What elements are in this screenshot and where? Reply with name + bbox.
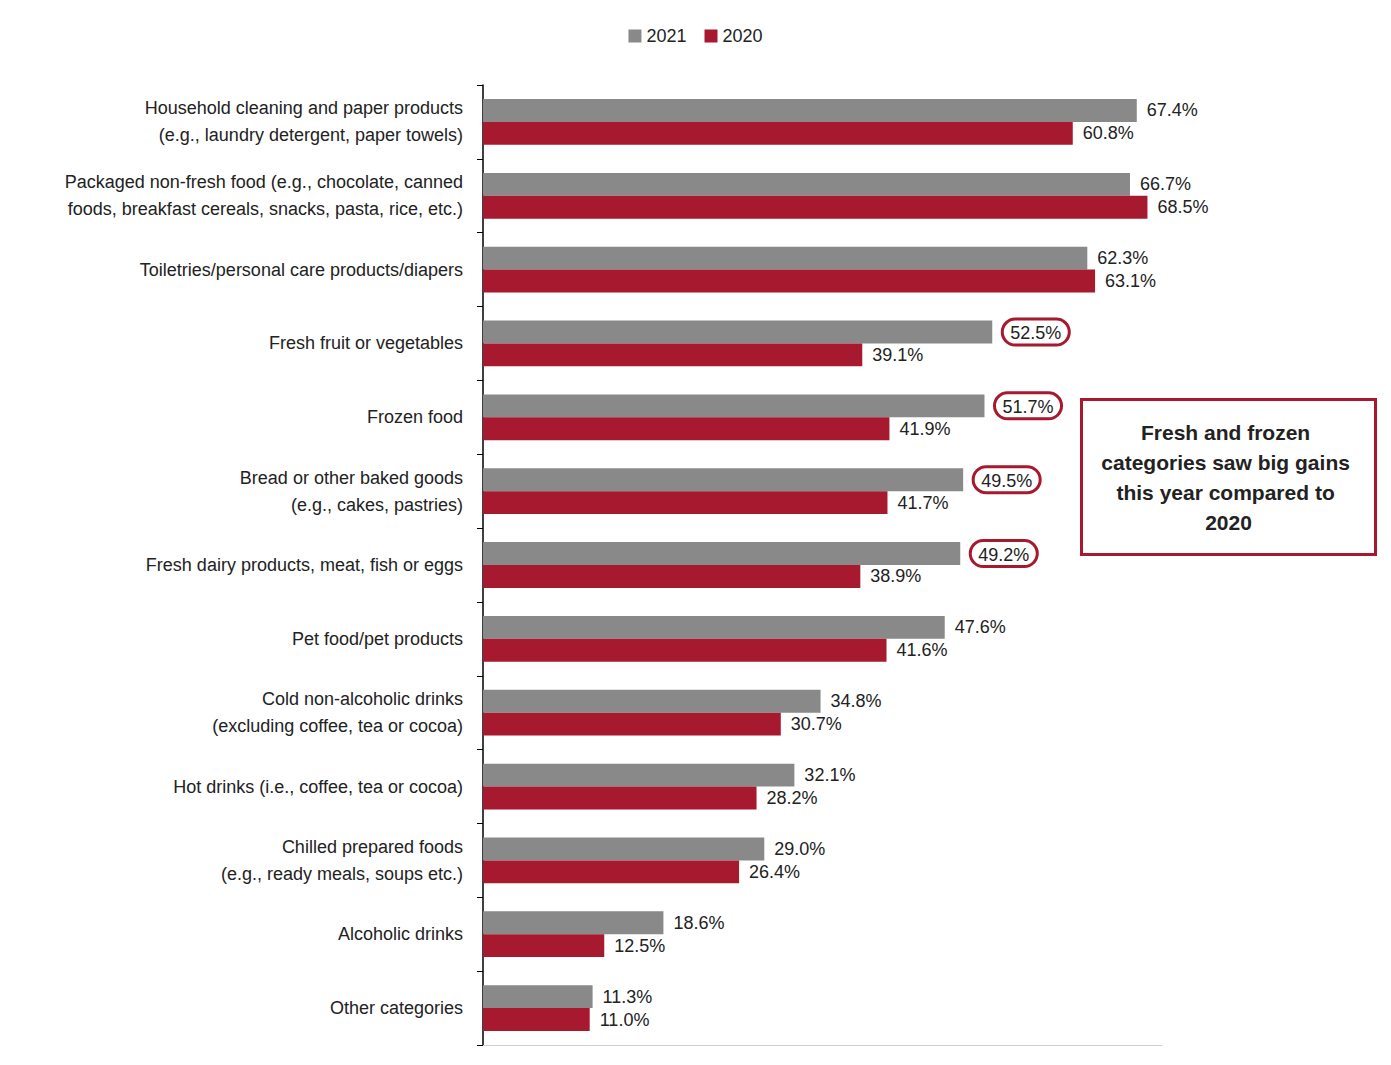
svg-text:this year compared to: this year compared to	[1116, 481, 1340, 504]
svg-text:foods, breakfast cereals, snac: foods, breakfast cereals, snacks, pasta,…	[68, 199, 463, 219]
svg-text:Hot drinks (i.e., coffee, tea: Hot drinks (i.e., coffee, tea or cocoa)	[173, 777, 463, 797]
svg-text:Toiletries/personal care produ: Toiletries/personal care products/diaper…	[140, 260, 463, 280]
svg-text:29.0%: 29.0%	[774, 839, 825, 859]
svg-text:60.8%: 60.8%	[1083, 123, 1134, 143]
svg-text:47.6%: 47.6%	[955, 617, 1006, 637]
svg-text:41.6%: 41.6%	[897, 640, 948, 660]
svg-text:32.1%: 32.1%	[804, 765, 855, 785]
svg-text:2020: 2020	[1205, 511, 1252, 534]
svg-text:categories saw big gains: categories saw big gains	[1101, 451, 1355, 474]
svg-text:62.3%: 62.3%	[1097, 248, 1148, 268]
svg-text:2020: 2020	[723, 26, 763, 46]
svg-text:63.1%: 63.1%	[1105, 271, 1156, 291]
svg-text:Fresh fruit or vegetables: Fresh fruit or vegetables	[269, 333, 463, 353]
svg-text:2021: 2021	[646, 26, 686, 46]
svg-text:(e.g., cakes, pastries): (e.g., cakes, pastries)	[291, 495, 463, 515]
svg-text:49.5%: 49.5%	[981, 471, 1032, 491]
svg-text:68.5%: 68.5%	[1157, 197, 1208, 217]
svg-text:11.0%: 11.0%	[600, 1010, 650, 1030]
svg-text:Cold non-alcoholic drinks: Cold non-alcoholic drinks	[262, 689, 463, 709]
svg-text:Chilled prepared foods: Chilled prepared foods	[282, 837, 463, 857]
svg-text:Pet food/pet products: Pet food/pet products	[292, 629, 463, 649]
svg-text:28.2%: 28.2%	[767, 788, 818, 808]
svg-text:(e.g., ready meals, soups etc.: (e.g., ready meals, soups etc.)	[221, 864, 463, 884]
svg-text:38.9%: 38.9%	[870, 566, 921, 586]
svg-text:(e.g., laundry detergent, pape: (e.g., laundry detergent, paper towels)	[159, 125, 463, 145]
svg-text:41.9%: 41.9%	[899, 419, 950, 439]
svg-text:Fresh dairy products, meat, fi: Fresh dairy products, meat, fish or eggs	[146, 555, 463, 575]
svg-text:18.6%: 18.6%	[673, 913, 724, 933]
svg-text:(excluding coffee, tea or coco: (excluding coffee, tea or cocoa)	[212, 716, 463, 736]
svg-text:26.4%: 26.4%	[749, 862, 800, 882]
svg-text:52.5%: 52.5%	[1010, 323, 1061, 343]
svg-text:Alcoholic drinks: Alcoholic drinks	[338, 924, 463, 944]
svg-text:Other categories: Other categories	[330, 998, 463, 1018]
svg-text:Household cleaning and paper p: Household cleaning and paper products	[145, 98, 463, 118]
svg-text:Bread or other baked goods: Bread or other baked goods	[240, 468, 463, 488]
svg-text:49.2%: 49.2%	[978, 545, 1029, 565]
svg-text:51.7%: 51.7%	[1002, 397, 1053, 417]
svg-text:41.7%: 41.7%	[897, 493, 948, 513]
svg-text:39.1%: 39.1%	[872, 345, 923, 365]
svg-text:Packaged non-fresh food (e.g.,: Packaged non-fresh food (e.g., chocolate…	[65, 172, 463, 192]
svg-text:11.3%: 11.3%	[603, 987, 653, 1007]
svg-text:66.7%: 66.7%	[1140, 174, 1191, 194]
svg-text:30.7%: 30.7%	[791, 714, 842, 734]
svg-text:Fresh and frozen: Fresh and frozen	[1141, 421, 1316, 444]
svg-text:67.4%: 67.4%	[1147, 100, 1198, 120]
svg-text:12.5%: 12.5%	[614, 936, 665, 956]
svg-text:Frozen food: Frozen food	[367, 407, 463, 427]
svg-text:34.8%: 34.8%	[831, 691, 882, 711]
